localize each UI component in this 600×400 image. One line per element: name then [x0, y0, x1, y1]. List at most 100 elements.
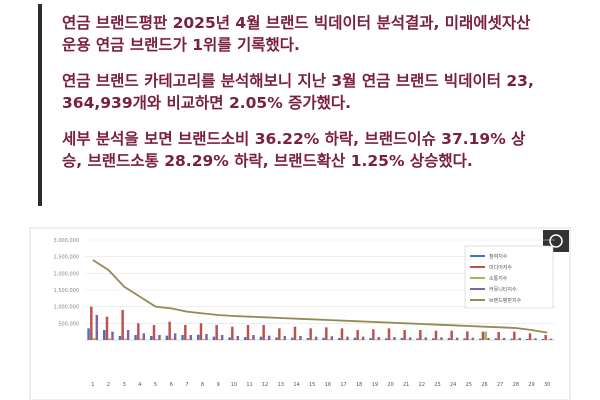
bar — [152, 325, 156, 340]
bar — [309, 328, 312, 340]
bar — [325, 327, 328, 340]
bar — [244, 337, 247, 340]
bar — [181, 335, 184, 340]
article: 연금 브랜드평판 2025년 4월 브랜드 빅데이터 분석결과, 미래에셋자산운… — [38, 4, 538, 206]
bar — [434, 330, 438, 340]
bar — [510, 338, 513, 340]
bar — [155, 339, 158, 340]
bar — [549, 338, 553, 340]
bar — [306, 338, 310, 340]
bar — [494, 338, 498, 340]
bar — [500, 339, 503, 340]
bar — [471, 337, 475, 340]
bar — [526, 339, 529, 340]
bar — [432, 338, 435, 340]
bar — [541, 339, 545, 340]
bar — [118, 336, 122, 340]
bar — [265, 339, 268, 340]
y-tick-label: 500,000 — [58, 321, 79, 327]
bar — [544, 335, 547, 340]
bar — [275, 337, 278, 340]
bar — [228, 337, 231, 340]
bar — [92, 338, 96, 340]
bar — [466, 331, 469, 340]
bar — [408, 337, 412, 340]
bar — [450, 330, 453, 340]
bar — [150, 336, 153, 340]
bar — [487, 338, 490, 340]
y-tick-label: 2,500,000 — [54, 255, 79, 261]
bar — [202, 339, 205, 340]
bar — [168, 321, 171, 340]
bar — [353, 337, 357, 340]
bar — [212, 336, 216, 340]
bar — [249, 339, 252, 340]
bar — [343, 339, 346, 340]
x-tick-label: 27 — [497, 382, 503, 388]
paragraph: 연금 브랜드평판 2025년 4월 브랜드 빅데이터 분석결과, 미래에셋자산운… — [62, 14, 531, 54]
legend-label: 커뮤니티지수 — [489, 286, 517, 293]
y-tick-label: 1,000,000 — [54, 305, 79, 311]
x-tick-label: 19 — [372, 382, 378, 388]
bar — [385, 338, 388, 340]
x-tick-label: 30 — [544, 382, 550, 388]
legend-label: 미디어지수 — [489, 264, 512, 271]
bar — [359, 339, 362, 340]
bar — [231, 326, 234, 340]
paragraph: 세부 분석을 보면 브랜드소비 36.22% 하락, 브랜드이슈 37.19% … — [62, 130, 526, 170]
bar — [87, 328, 90, 340]
paragraph: 연금 브랜드 카테고리를 분석해보니 지난 3월 연금 브랜드 빅데이터 23,… — [62, 72, 534, 112]
bar — [481, 331, 485, 340]
x-tick-label: 20 — [387, 382, 393, 388]
bar — [502, 338, 506, 340]
bar — [186, 339, 190, 340]
bar — [283, 336, 287, 340]
x-tick-label: 16 — [325, 382, 331, 388]
bar — [455, 337, 459, 340]
bar — [531, 339, 534, 340]
x-tick-label: 18 — [356, 382, 362, 388]
legend-label: 참여지수 — [489, 253, 508, 260]
bar — [205, 334, 208, 340]
chart: 500,000 1,000,000 1,500,000 2,000,000 2,500,… — [29, 227, 571, 400]
bar — [111, 331, 114, 340]
bar — [218, 339, 221, 340]
bar — [424, 337, 428, 340]
bar — [447, 338, 451, 340]
x-tick-label: 23 — [434, 382, 440, 388]
bar — [322, 337, 325, 340]
bar — [440, 337, 443, 340]
bar — [267, 335, 271, 340]
x-tick-label: 28 — [513, 382, 519, 388]
bar — [361, 336, 365, 340]
x-tick-label: 15 — [309, 382, 315, 388]
bar — [197, 334, 200, 340]
bar — [171, 338, 174, 340]
x-tick-label: 4 — [138, 382, 141, 388]
x-tick-label: 21 — [403, 382, 409, 388]
bar — [299, 336, 302, 340]
bar — [518, 338, 522, 340]
bar — [158, 335, 161, 340]
bar — [246, 325, 250, 340]
x-tick-label: 8 — [201, 382, 204, 388]
bar — [95, 315, 99, 340]
bar — [199, 323, 203, 340]
bar — [252, 335, 255, 340]
bar — [233, 339, 237, 340]
y-tick-label: 1,500,000 — [54, 288, 79, 294]
bar — [372, 329, 375, 340]
x-tick-label: 9 — [217, 382, 220, 388]
bar — [293, 326, 297, 340]
bar — [220, 335, 224, 340]
bar — [528, 333, 532, 340]
bar — [134, 335, 137, 340]
zoom-icon[interactable] — [549, 234, 563, 248]
bar — [189, 335, 193, 340]
bar — [165, 335, 169, 340]
bar — [484, 331, 487, 340]
bar — [393, 337, 396, 340]
bar — [173, 333, 177, 340]
